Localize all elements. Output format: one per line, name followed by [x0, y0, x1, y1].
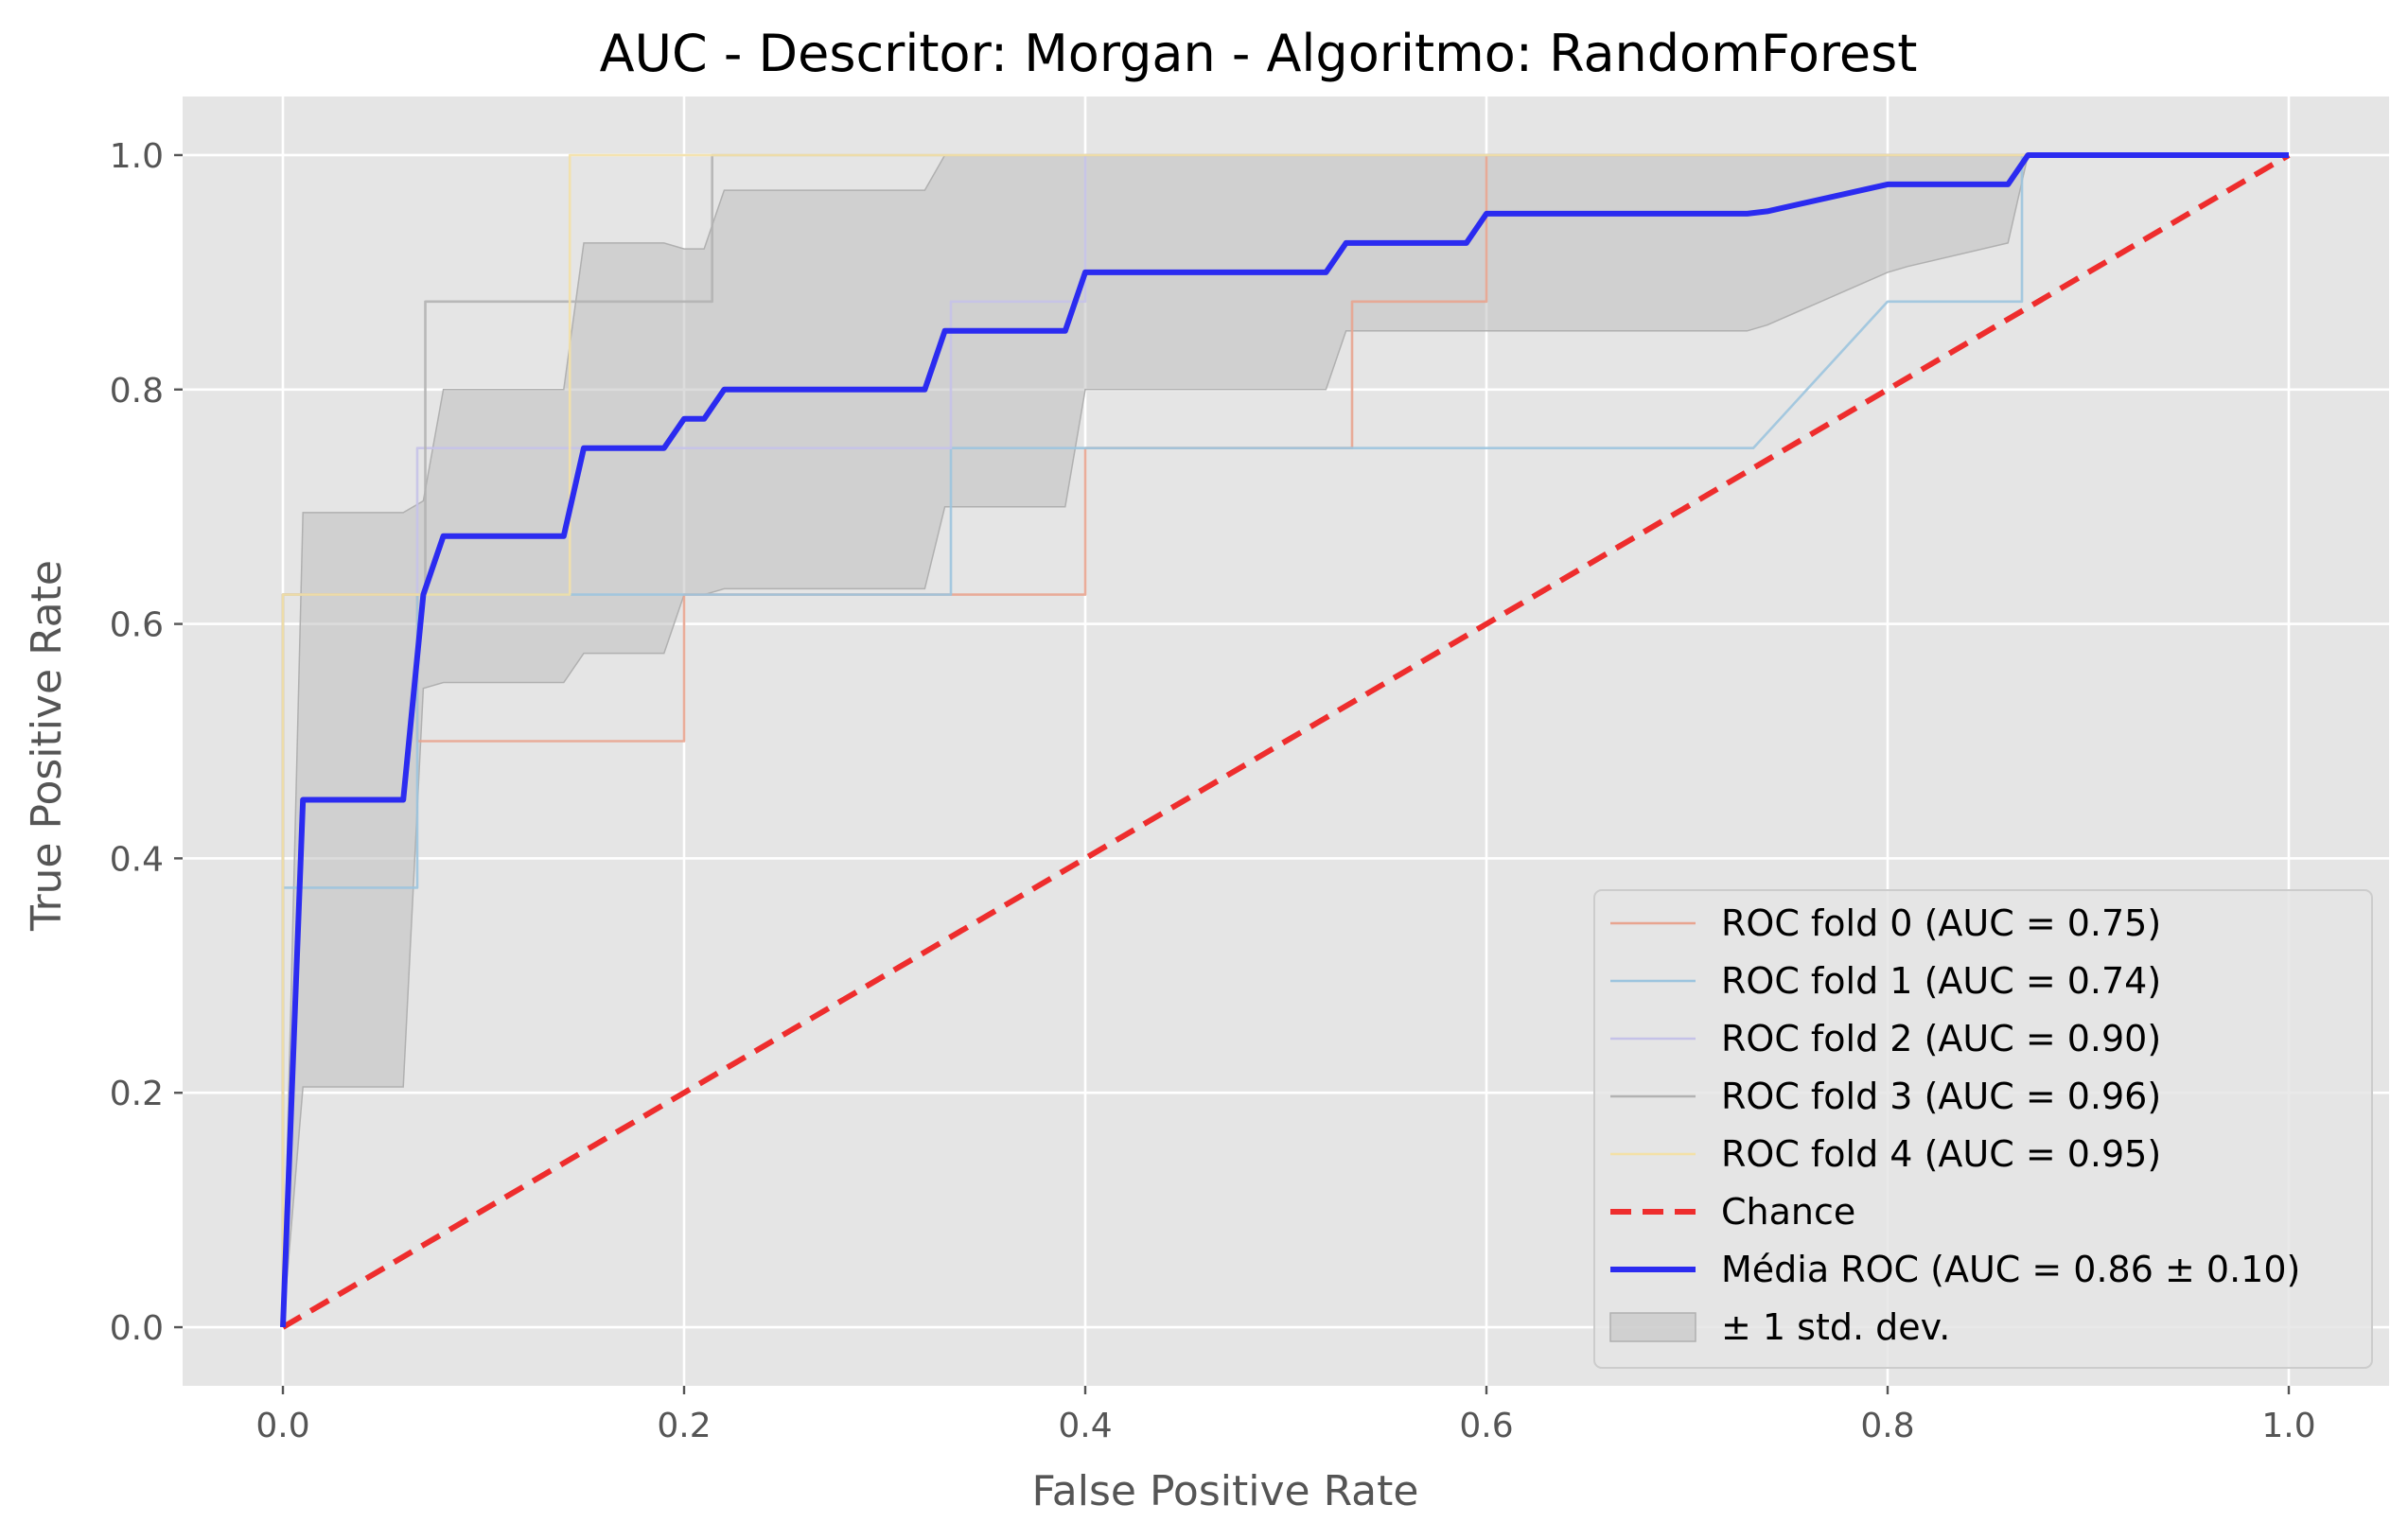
legend-label-5: Chance [1721, 1191, 1855, 1233]
chart-title: AUC - Descritor: Morgan - Algoritmo: Ran… [600, 24, 1918, 83]
x-tick-label: 0.8 [1860, 1407, 1914, 1445]
x-tick-label: 0.0 [255, 1407, 309, 1445]
y-tick-label: 0.8 [110, 372, 164, 411]
y-tick-label: 1.0 [110, 137, 164, 176]
legend-label-7: ± 1 std. dev. [1721, 1306, 1950, 1348]
legend-label-0: ROC fold 0 (AUC = 0.75) [1721, 902, 2161, 944]
legend-swatch-7 [1609, 1312, 1696, 1342]
y-tick-label: 0.2 [110, 1075, 164, 1113]
series-line-6 [280, 152, 2289, 1328]
x-tick-label: 1.0 [2261, 1407, 2315, 1445]
series-line-4 [281, 153, 2289, 1327]
y-tick-label: 0.0 [110, 1309, 164, 1348]
legend-label-4: ROC fold 4 (AUC = 0.95) [1721, 1133, 2161, 1175]
legend-box [1593, 889, 2373, 1369]
legend-label-2: ROC fold 2 (AUC = 0.90) [1721, 1018, 2161, 1059]
y-tick-label: 0.6 [110, 606, 164, 645]
x-tick-label: 0.6 [1459, 1407, 1513, 1445]
x-tick-label: 0.2 [657, 1407, 711, 1445]
legend-label-1: ROC fold 1 (AUC = 0.74) [1721, 960, 2161, 1002]
x-tick-label: 0.4 [1058, 1407, 1112, 1445]
series-line-5 [281, 152, 2291, 1330]
legend-label-6: Média ROC (AUC = 0.86 ± 0.10) [1721, 1249, 2300, 1290]
y-tick-label: 0.4 [110, 840, 164, 879]
legend-label-3: ROC fold 3 (AUC = 0.96) [1721, 1076, 2161, 1117]
y-axis-label: True Positive Rate [23, 560, 71, 932]
x-axis-label: False Positive Rate [1032, 1467, 1419, 1515]
